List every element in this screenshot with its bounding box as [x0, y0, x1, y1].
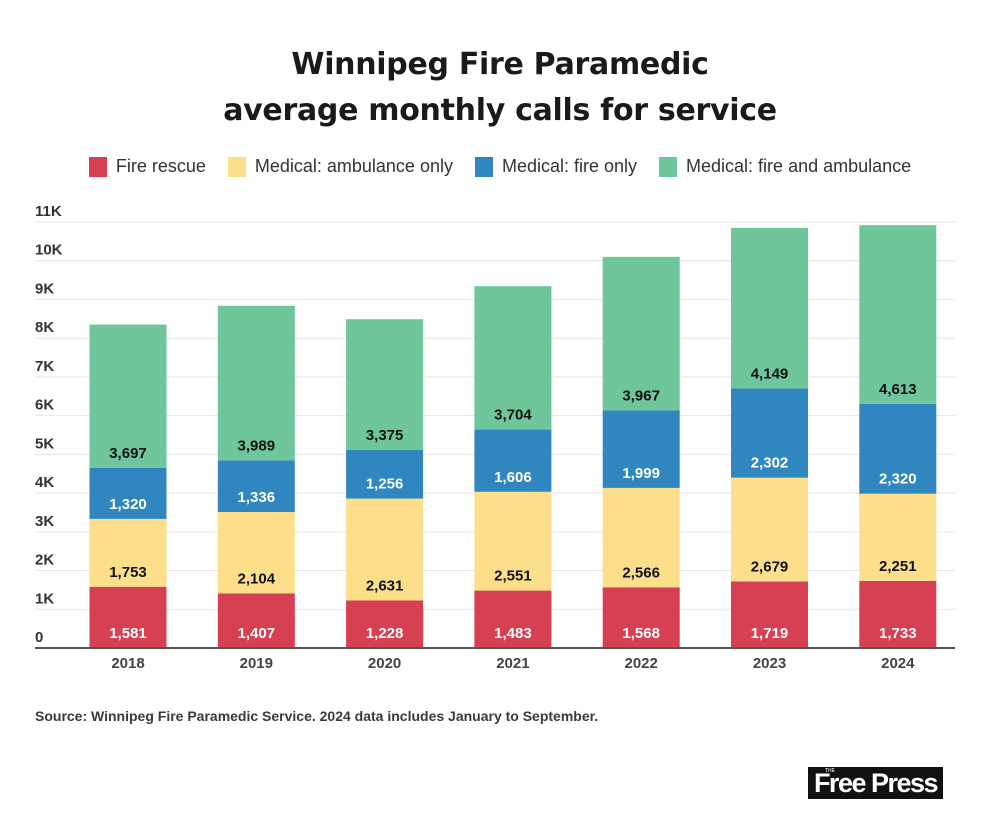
bar-segment	[602, 410, 680, 488]
bar-segment	[731, 581, 808, 648]
bar-segment	[474, 429, 552, 492]
bar-segment	[602, 587, 680, 648]
bar-segment	[346, 498, 424, 601]
data-label: 1,753	[109, 564, 147, 581]
y-tick-label: 3K	[35, 513, 54, 530]
data-label: 4,149	[751, 366, 789, 383]
legend-swatch-ambulance-only	[227, 156, 246, 177]
bar-segment	[602, 256, 680, 411]
bar-segment	[859, 225, 937, 404]
data-label: 3,704	[494, 407, 532, 424]
y-tick-label: 10K	[35, 242, 63, 259]
data-label: 1,719	[751, 625, 789, 642]
y-tick-label: 6K	[35, 397, 54, 414]
y-tick-label: 11K	[35, 203, 62, 220]
legend-label-fire-only: Medical: fire only	[501, 156, 638, 176]
bar-segment	[859, 580, 937, 648]
data-label: 3,989	[238, 437, 276, 454]
data-label: 1,733	[879, 625, 917, 642]
x-tick-label: 2020	[368, 655, 401, 672]
legend-item-fire-only: Medical: fire only	[474, 156, 638, 177]
legend-label-fire-and-ambulance: Medical: fire and ambulance	[686, 156, 912, 176]
chart-title-line-2: average monthly calls for service	[223, 93, 777, 128]
bar-segment	[474, 590, 552, 648]
legend-swatch-fire-and-ambulance	[659, 156, 678, 177]
chart-legend: Fire rescue Medical: ambulance only Medi…	[0, 156, 1000, 177]
data-label: 3,375	[366, 427, 404, 444]
bar-segment	[859, 493, 937, 581]
data-label: 1,320	[109, 496, 147, 513]
x-tick-label: 2022	[625, 655, 658, 672]
data-label: 2,320	[879, 471, 917, 488]
x-tick-label: 2019	[240, 655, 273, 672]
data-label: 2,104	[238, 571, 276, 588]
free-press-logo: THE Free Press	[808, 767, 943, 799]
legend-swatch-fire-rescue	[88, 156, 107, 177]
chart-title-line-1: Winnipeg Fire Paramedic	[291, 47, 709, 82]
bar-segment	[217, 460, 295, 513]
y-tick-label: 8K	[35, 319, 54, 336]
source-note: Source: Winnipeg Fire Paramedic Service.…	[35, 708, 599, 724]
legend-item-ambulance-only: Medical: ambulance only	[227, 156, 453, 177]
bar-segment	[859, 403, 937, 494]
bar-segment	[89, 518, 167, 587]
data-label: 2,679	[751, 558, 789, 575]
data-label: 2,302	[751, 455, 789, 472]
legend-label-fire-rescue: Fire rescue	[115, 156, 206, 176]
data-label: 1,228	[366, 625, 404, 642]
data-label: 1,568	[622, 625, 660, 642]
bar-segment	[217, 305, 295, 461]
data-label: 1,407	[238, 625, 276, 642]
legend-swatch-fire-only	[474, 156, 493, 177]
data-label: 1,581	[109, 625, 147, 642]
data-label: 3,697	[109, 445, 147, 462]
chart-title: Winnipeg Fire Paramedic average monthly …	[0, 42, 1000, 134]
data-label: 1,999	[622, 465, 660, 482]
data-label: 2,566	[622, 564, 660, 581]
data-label: 4,613	[879, 381, 917, 398]
logo-the-text: THE	[825, 768, 835, 774]
legend-item-fire-and-ambulance: Medical: fire and ambulance	[659, 156, 911, 177]
bar-segment	[346, 449, 424, 499]
data-label: 1,483	[494, 625, 532, 642]
bar-segment	[346, 319, 424, 450]
y-tick-label: 4K	[35, 474, 54, 491]
bar-segment	[217, 512, 295, 594]
bar-segment	[474, 491, 552, 591]
y-tick-label: 2K	[35, 552, 54, 569]
data-label: 2,551	[494, 568, 532, 585]
legend-label-ambulance-only: Medical: ambulance only	[254, 156, 453, 176]
bar-segment	[474, 286, 552, 430]
x-tick-label: 2024	[881, 655, 915, 672]
y-tick-label: 7K	[35, 358, 54, 375]
bar-segment	[89, 586, 167, 648]
data-label: 2,251	[879, 558, 917, 575]
bar-segment	[602, 487, 680, 588]
logo-main-text: Free Press	[813, 768, 939, 798]
data-label: 1,606	[494, 469, 532, 486]
data-label: 3,967	[622, 387, 660, 404]
data-label: 1,256	[366, 476, 404, 493]
legend-item-fire-rescue: Fire rescue	[88, 156, 206, 177]
y-tick-label: 1K	[35, 590, 54, 607]
bar-segment	[89, 467, 167, 519]
x-tick-label: 2018	[111, 655, 144, 672]
bar-segment	[346, 600, 424, 648]
x-tick-label: 2021	[496, 655, 529, 672]
bar-segment	[731, 388, 808, 478]
y-tick-label: 0	[35, 629, 43, 646]
y-tick-label: 5K	[35, 435, 54, 452]
bar-segment	[89, 324, 167, 468]
bar-segment	[731, 227, 808, 389]
bar-segment	[731, 477, 808, 582]
data-label: 2,631	[366, 577, 404, 594]
y-tick-label: 9K	[35, 280, 54, 297]
bar-segment	[217, 593, 295, 648]
data-label: 1,336	[238, 489, 276, 506]
x-tick-label: 2023	[753, 655, 786, 672]
